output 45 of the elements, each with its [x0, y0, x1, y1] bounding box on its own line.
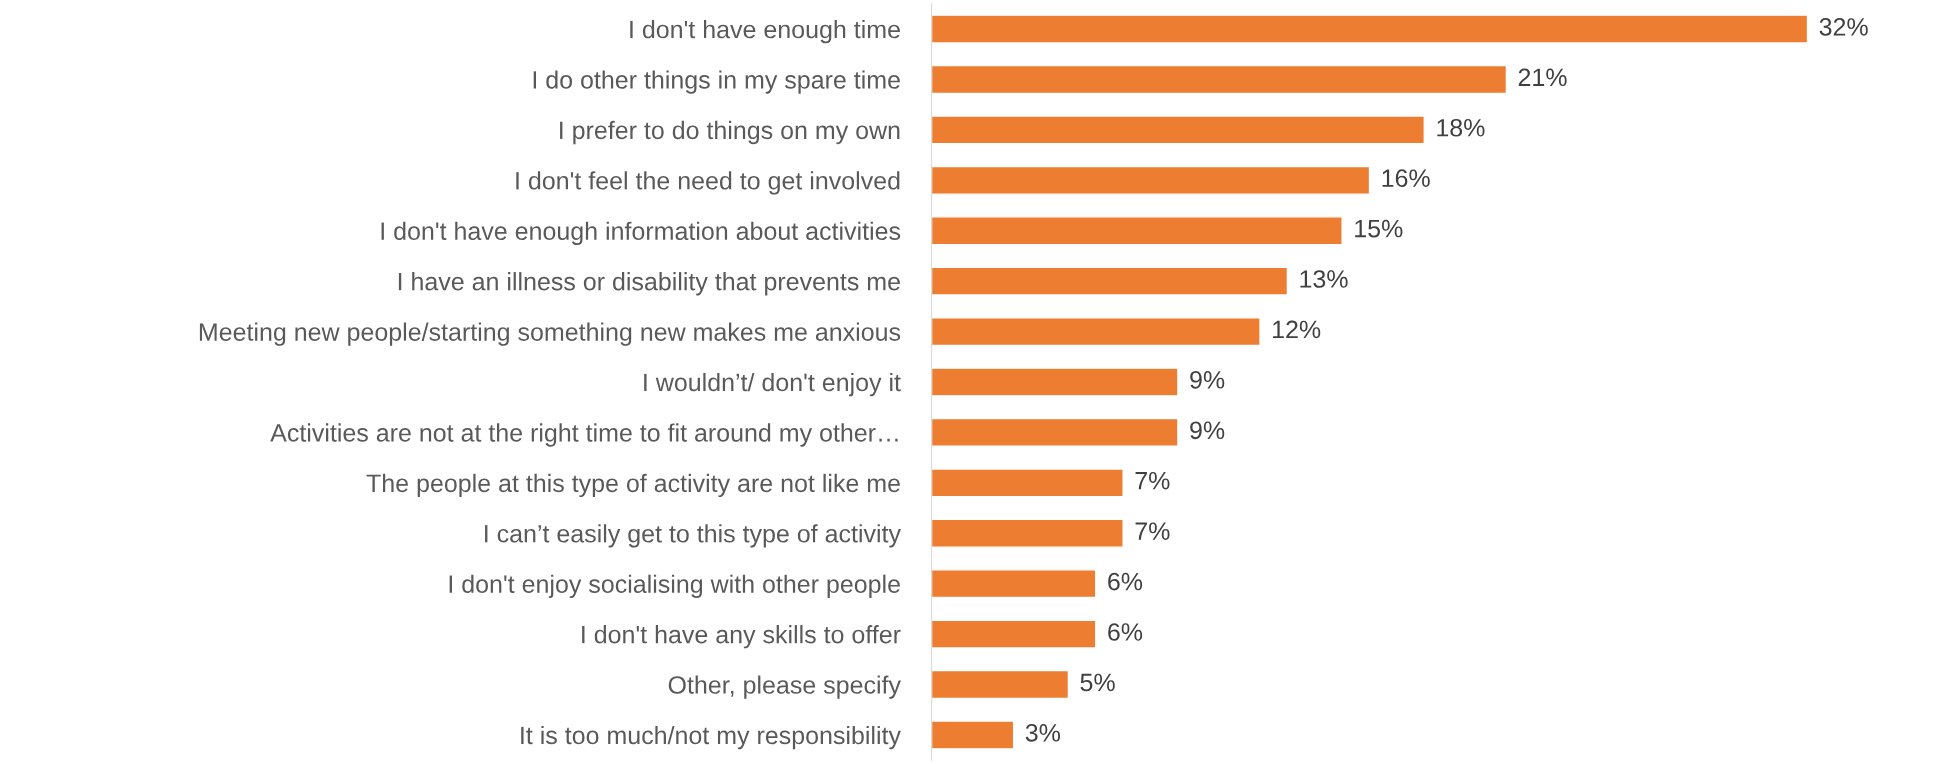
bar: [931, 720, 1015, 750]
bar: [931, 417, 1179, 447]
data-label: 21%: [1518, 68, 1567, 87]
bar: [931, 518, 1124, 548]
data-label: 5%: [1080, 673, 1115, 692]
y-tick-label: Other, please specify: [668, 675, 901, 699]
y-tick-label: I have an illness or disability that prevents me: [398, 272, 900, 296]
y-tick-label: It is too much/not my responsibility: [521, 725, 901, 750]
data-label: 9%: [1190, 421, 1225, 440]
bar: [931, 669, 1070, 700]
data-label: 3%: [1025, 723, 1061, 742]
data-label: 12%: [1273, 320, 1321, 339]
bar: [931, 619, 1097, 649]
y-tick-label: I don't feel the need to get involved: [516, 171, 900, 195]
data-label: 18%: [1437, 118, 1485, 137]
data-label: 32%: [1819, 18, 1868, 36]
data-label: 6%: [1108, 572, 1143, 591]
y-tick-label: The people at this type of activity are not like me: [366, 473, 900, 498]
data-label: 15%: [1355, 219, 1403, 238]
y-tick-label: I do other things in my spare time: [533, 70, 900, 94]
data-label: 6%: [1108, 623, 1143, 641]
bar: [931, 468, 1124, 498]
data-label: 7%: [1135, 522, 1170, 540]
y-tick-label: I don't enjoy socialising with other people: [449, 574, 900, 598]
data-label: 16%: [1382, 169, 1430, 188]
bar: [931, 266, 1289, 296]
data-label: 13%: [1300, 270, 1348, 288]
y-tick-label: I don't have any skills to offer: [582, 625, 901, 649]
y-tick-label: Meeting new people/starting something new makes me anxious: [199, 322, 901, 346]
y-tick-label: I can’t easily get to this type of activity: [485, 524, 901, 548]
data-label: 9%: [1190, 371, 1225, 389]
y-tick-label: I don't have enough information about activities: [381, 221, 901, 245]
bar: [931, 317, 1261, 347]
bar: [931, 165, 1371, 195]
y-tick-label: Activities are not at the right time to fit around my other…: [270, 423, 898, 447]
bar: [931, 216, 1343, 246]
y-tick-label: I prefer to do things on my own: [560, 120, 900, 145]
y-tick-label: I wouldn’t/ don't enjoy it: [644, 372, 901, 397]
bar: [931, 367, 1179, 397]
bar: [931, 569, 1097, 599]
bar: [931, 14, 1809, 44]
data-label: 7%: [1135, 471, 1170, 490]
bar: [931, 115, 1425, 145]
y-tick-label: I don't have enough time: [630, 19, 900, 44]
bar: [931, 64, 1508, 95]
